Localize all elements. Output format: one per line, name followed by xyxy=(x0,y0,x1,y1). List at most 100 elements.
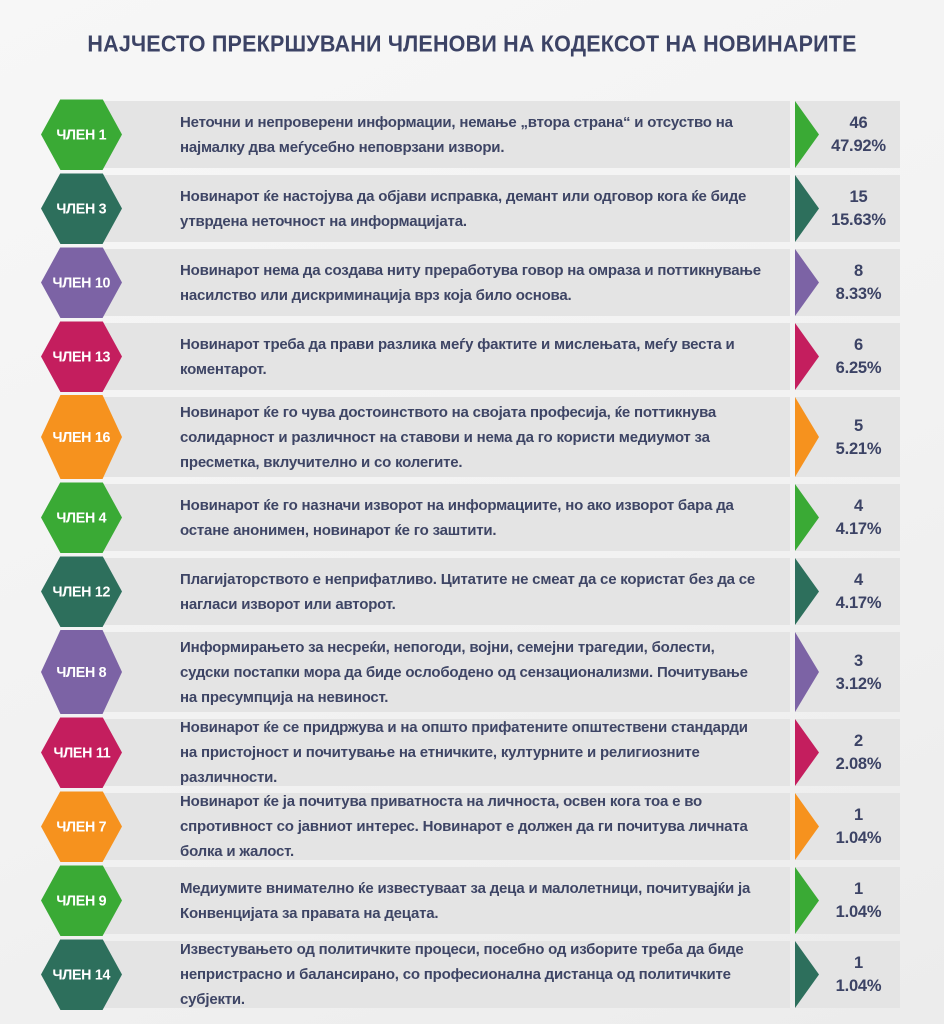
count-box: 5 5.21% xyxy=(795,397,900,477)
article-badge-label: ЧЛЕН 7 xyxy=(56,818,107,835)
article-badge-label: ЧЛЕН 10 xyxy=(52,274,111,291)
count-value: 5 xyxy=(854,416,863,435)
article-badge-hexagon: ЧЛЕН 4 xyxy=(41,482,122,553)
article-badge-hexagon: ЧЛЕН 11 xyxy=(41,717,122,788)
count-value: 15 xyxy=(849,188,868,206)
percent-value: 4.17% xyxy=(835,594,882,612)
arrow-right-icon xyxy=(795,484,819,551)
count-box: 1 1.04% xyxy=(795,867,900,934)
arrow-right-icon xyxy=(795,558,819,625)
article-description: Информирањето за несреќи, непогоди, војн… xyxy=(180,638,748,706)
table-row: Известувањето од политичките процеси, по… xyxy=(41,939,900,1010)
table-row: Неточни и непроверени информации, немање… xyxy=(41,99,900,170)
table-row: Новинарот ќе го назначи изворот на инфор… xyxy=(41,482,900,553)
arrow-right-icon xyxy=(795,632,819,712)
article-badge-hexagon: ЧЛЕН 9 xyxy=(41,865,122,936)
count-value: 1 xyxy=(854,806,863,824)
article-badge-label: ЧЛЕН 1 xyxy=(56,126,107,143)
article-description-bar: Новинарот ќе го назначи изворот на инфор… xyxy=(60,484,790,551)
count-value: 1 xyxy=(854,954,863,972)
article-badge-hexagon: ЧЛЕН 8 xyxy=(41,630,122,714)
count-value: 8 xyxy=(854,262,863,280)
count-box: 46 47.92% xyxy=(795,101,900,168)
table-row: Новинарот ќе ја почитува приватноста на … xyxy=(41,791,900,862)
article-description-bar: Плагијаторството е неприфатливо. Цитатит… xyxy=(60,558,790,625)
table-row: Новинарот ќе настојува да објави исправк… xyxy=(41,173,900,244)
percent-value: 1.04% xyxy=(835,829,882,847)
article-badge-hexagon: ЧЛЕН 7 xyxy=(41,791,122,862)
table-row: Новинарот ќе го чува достоинството на св… xyxy=(41,395,900,479)
count-value: 1 xyxy=(854,880,863,898)
article-description-bar: Новинарот ќе се придржува и на општо при… xyxy=(60,719,790,786)
percent-value: 4.17% xyxy=(835,520,882,538)
count-box: 1 1.04% xyxy=(795,793,900,860)
article-badge-hexagon: ЧЛЕН 12 xyxy=(41,556,122,627)
article-description: Плагијаторството е неприфатливо. Цитатит… xyxy=(180,570,756,613)
article-description-bar: Новинарот нема да создава ниту преработу… xyxy=(60,249,790,316)
article-badge-hexagon: ЧЛЕН 16 xyxy=(41,395,122,479)
table-row: Новинарот ќе се придржува и на општо при… xyxy=(41,717,900,788)
table-row: Новинарот треба да прави разлика меѓу фа… xyxy=(41,321,900,392)
article-badge-hexagon: ЧЛЕН 10 xyxy=(41,247,122,318)
article-description-bar: Новинарот треба да прави разлика меѓу фа… xyxy=(60,323,790,390)
article-badge-label: ЧЛЕН 9 xyxy=(56,892,107,909)
article-badge-label: ЧЛЕН 3 xyxy=(56,200,107,217)
arrow-right-icon xyxy=(795,941,819,1008)
percent-value: 1.04% xyxy=(835,903,882,921)
count-box: 4 4.17% xyxy=(795,558,900,625)
table-row: Плагијаторството е неприфатливо. Цитатит… xyxy=(41,556,900,627)
percent-value: 8.33% xyxy=(835,285,882,303)
article-badge-hexagon: ЧЛЕН 14 xyxy=(41,939,122,1010)
article-description: Медиумите внимателно ќе известуваат за д… xyxy=(180,879,751,922)
count-box: 4 4.17% xyxy=(795,484,900,551)
article-badge-hexagon: ЧЛЕН 1 xyxy=(41,99,122,170)
article-badge-hexagon: ЧЛЕН 13 xyxy=(41,321,122,392)
article-description: Новинарот ќе ја почитува приватноста на … xyxy=(180,793,748,860)
arrow-right-icon xyxy=(795,397,819,477)
article-description: Новинарот ќе се придржува и на општо при… xyxy=(180,719,748,786)
count-box: 1 1.04% xyxy=(795,941,900,1008)
article-badge-hexagon: ЧЛЕН 3 xyxy=(41,173,122,244)
article-description: Новинарот ќе настојува да објави исправк… xyxy=(180,187,747,230)
count-value: 4 xyxy=(854,571,863,589)
count-value: 4 xyxy=(854,497,863,515)
table-row: Новинарот нема да создава ниту преработу… xyxy=(41,247,900,318)
article-description-bar: Медиумите внимателно ќе известуваат за д… xyxy=(60,867,790,934)
article-description: Новинарот ќе го назначи изворот на инфор… xyxy=(180,496,734,539)
article-badge-label: ЧЛЕН 13 xyxy=(52,348,111,365)
table-row: Медиумите внимателно ќе известуваат за д… xyxy=(41,865,900,936)
count-box: 8 8.33% xyxy=(795,249,900,316)
article-description-bar: Новинарот ќе го чува достоинството на св… xyxy=(60,397,790,477)
arrow-right-icon xyxy=(795,793,819,860)
article-description: Новинарот треба да прави разлика меѓу фа… xyxy=(180,335,735,378)
article-description: Новинарот нема да создава ниту преработу… xyxy=(180,261,761,304)
article-description-bar: Известувањето од политичките процеси, по… xyxy=(60,941,790,1008)
percent-value: 6.25% xyxy=(835,359,882,377)
page-title: НАЈЧЕСТО ПРЕКРШУВАНИ ЧЛЕНОВИ НА КОДЕКСОТ… xyxy=(87,31,857,57)
arrow-right-icon xyxy=(795,249,819,316)
article-description-bar: Неточни и непроверени информации, немање… xyxy=(60,101,790,168)
article-list: Неточни и непроверени информации, немање… xyxy=(41,99,900,1015)
arrow-right-icon xyxy=(795,101,819,168)
article-description-bar: Информирањето за несреќи, непогоди, војн… xyxy=(60,632,790,712)
arrow-right-icon xyxy=(795,175,819,242)
article-badge-label: ЧЛЕН 14 xyxy=(52,966,111,983)
article-badge-label: ЧЛЕН 11 xyxy=(53,744,110,761)
article-description: Новинарот ќе го чува достоинството на св… xyxy=(180,403,717,471)
percent-value: 2.08% xyxy=(835,755,882,773)
article-description-bar: Новинарот ќе настојува да објави исправк… xyxy=(60,175,790,242)
count-box: 6 6.25% xyxy=(795,323,900,390)
article-description: Неточни и непроверени информации, немање… xyxy=(180,113,733,156)
table-row: Информирањето за несреќи, непогоди, војн… xyxy=(41,630,900,714)
article-badge-label: ЧЛЕН 4 xyxy=(56,509,107,526)
count-box: 2 2.08% xyxy=(795,719,900,786)
article-badge-label: ЧЛЕН 16 xyxy=(52,428,111,446)
count-value: 46 xyxy=(849,114,868,132)
count-box: 3 3.12% xyxy=(795,632,900,712)
count-value: 2 xyxy=(854,732,863,750)
arrow-right-icon xyxy=(795,323,819,390)
percent-value: 5.21% xyxy=(835,439,882,458)
percent-value: 15.63% xyxy=(831,211,886,229)
count-box: 15 15.63% xyxy=(795,175,900,242)
article-description-bar: Новинарот ќе ја почитува приватноста на … xyxy=(60,793,790,860)
